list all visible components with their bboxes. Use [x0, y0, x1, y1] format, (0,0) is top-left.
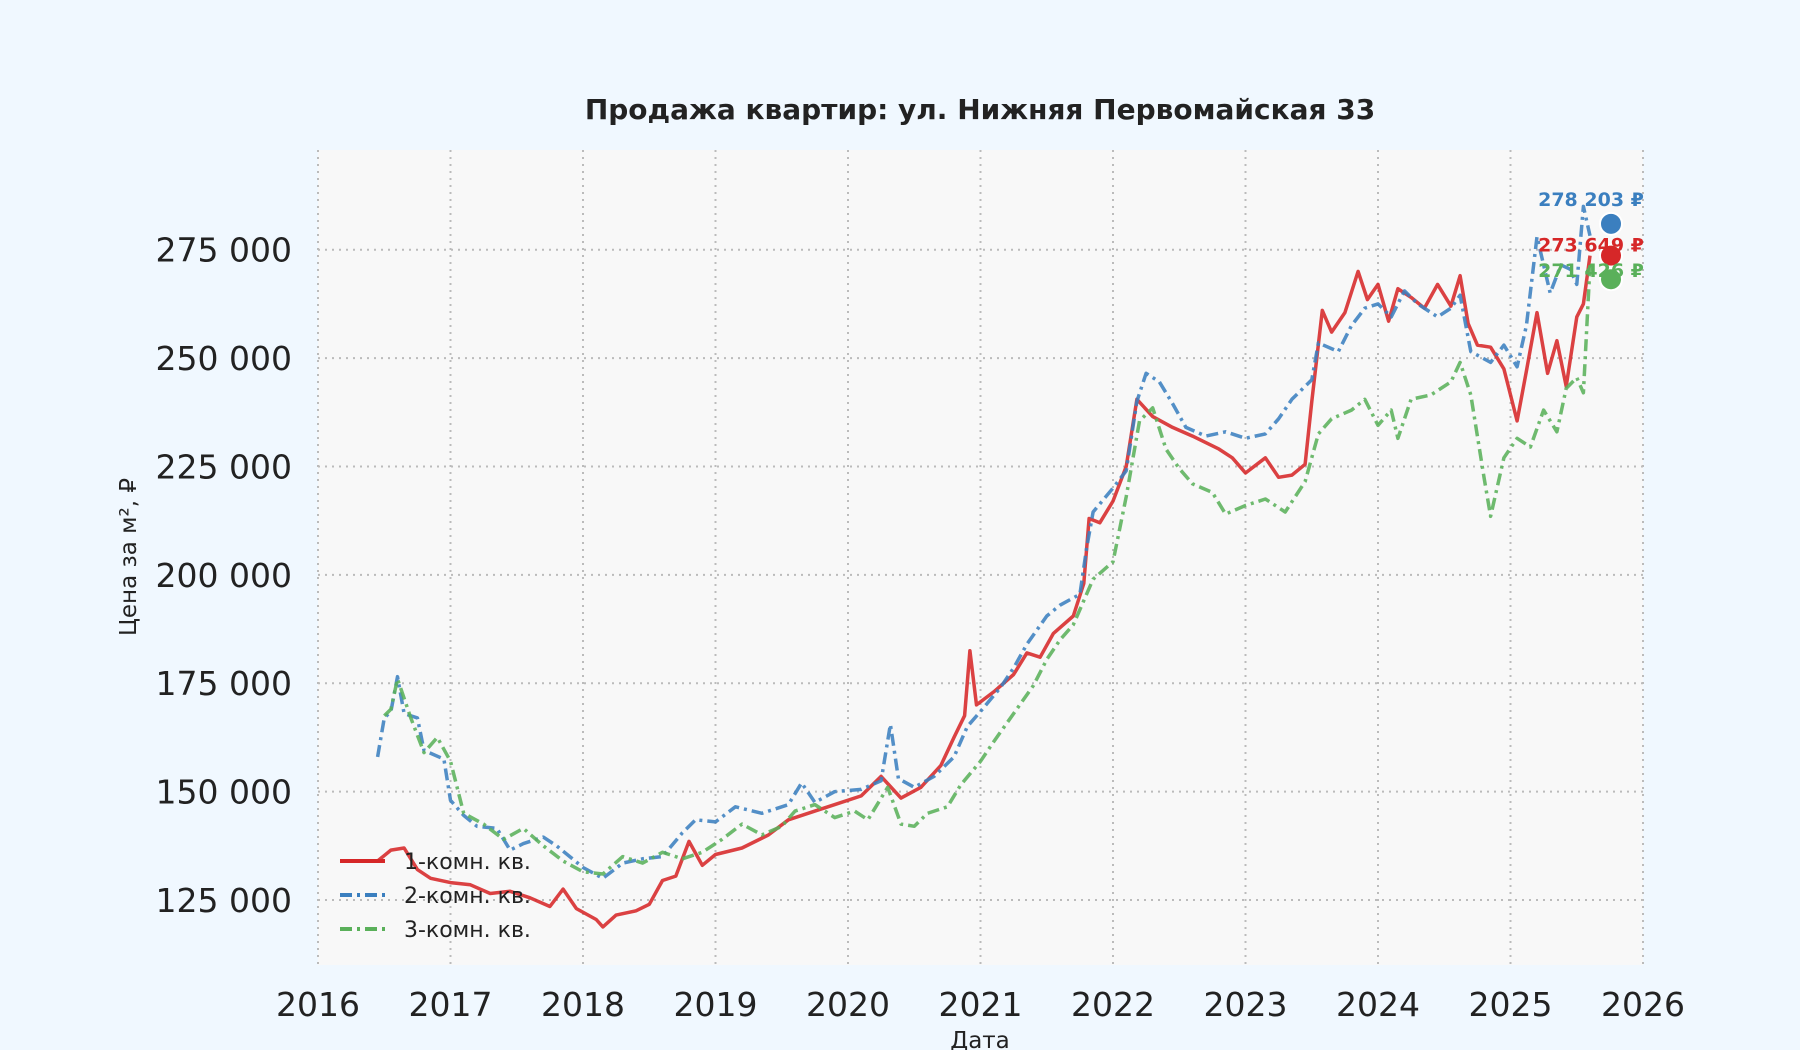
- y-tick-label: 125 000: [156, 881, 292, 920]
- legend: 1-комн. кв. 2-комн. кв. 3-комн. кв.: [340, 850, 531, 943]
- y-axis-label: Цена за м², ₽: [116, 478, 142, 636]
- legend-label-3: 3-комн. кв.: [404, 918, 531, 943]
- x-tick-label: 2019: [674, 985, 758, 1024]
- end-value-label-3: 271 426 ₽: [1538, 260, 1644, 282]
- x-tick-label: 2026: [1601, 985, 1685, 1024]
- end-marker-2: [1599, 211, 1623, 236]
- legend-label-2: 2-комн. кв.: [404, 884, 531, 909]
- end-marker-3: [1599, 267, 1623, 292]
- series-line-2: [375, 204, 1592, 881]
- y-tick-label: 150 000: [156, 773, 292, 812]
- end-value-label-2: 278 203 ₽: [1538, 189, 1644, 211]
- end-marker-1: [1599, 243, 1623, 268]
- x-tick-label: 2025: [1469, 985, 1553, 1024]
- x-tick-label: 2022: [1071, 985, 1155, 1024]
- chart-title: Продажа квартир: ул. Нижняя Первомайская…: [585, 93, 1375, 126]
- series-lines: [375, 204, 1592, 929]
- y-axis-ticks: 125 000 150 000 175 000 200 000 225 000 250 0…: [156, 231, 292, 920]
- legend-label-1: 1-комн. кв.: [404, 850, 531, 875]
- y-tick-label: 200 000: [156, 556, 292, 595]
- x-tick-label: 2024: [1336, 985, 1420, 1024]
- x-tick-label: 2016: [276, 985, 360, 1024]
- y-tick-label: 275 000: [156, 231, 292, 270]
- x-tick-label: 2020: [806, 985, 890, 1024]
- x-tick-label: 2018: [541, 985, 625, 1024]
- y-tick-label: 250 000: [156, 339, 292, 378]
- y-tick-label: 175 000: [156, 664, 292, 703]
- x-tick-label: 2023: [1204, 985, 1288, 1024]
- end-markers: 273 649 ₽ 278 203 ₽ 271 426 ₽: [1538, 189, 1644, 292]
- grid: [317, 150, 1644, 965]
- series-line-1: [376, 255, 1592, 929]
- x-axis-label: Дата: [950, 1028, 1010, 1050]
- end-value-label-1: 273 649 ₽: [1538, 235, 1644, 257]
- x-tick-label: 2017: [409, 985, 493, 1024]
- x-tick-label: 2021: [939, 985, 1023, 1024]
- x-axis-ticks: 2016 2017 2018 2019 2020 2021 2022 2023 2024 2025…: [276, 985, 1685, 1024]
- y-tick-label: 225 000: [156, 447, 292, 486]
